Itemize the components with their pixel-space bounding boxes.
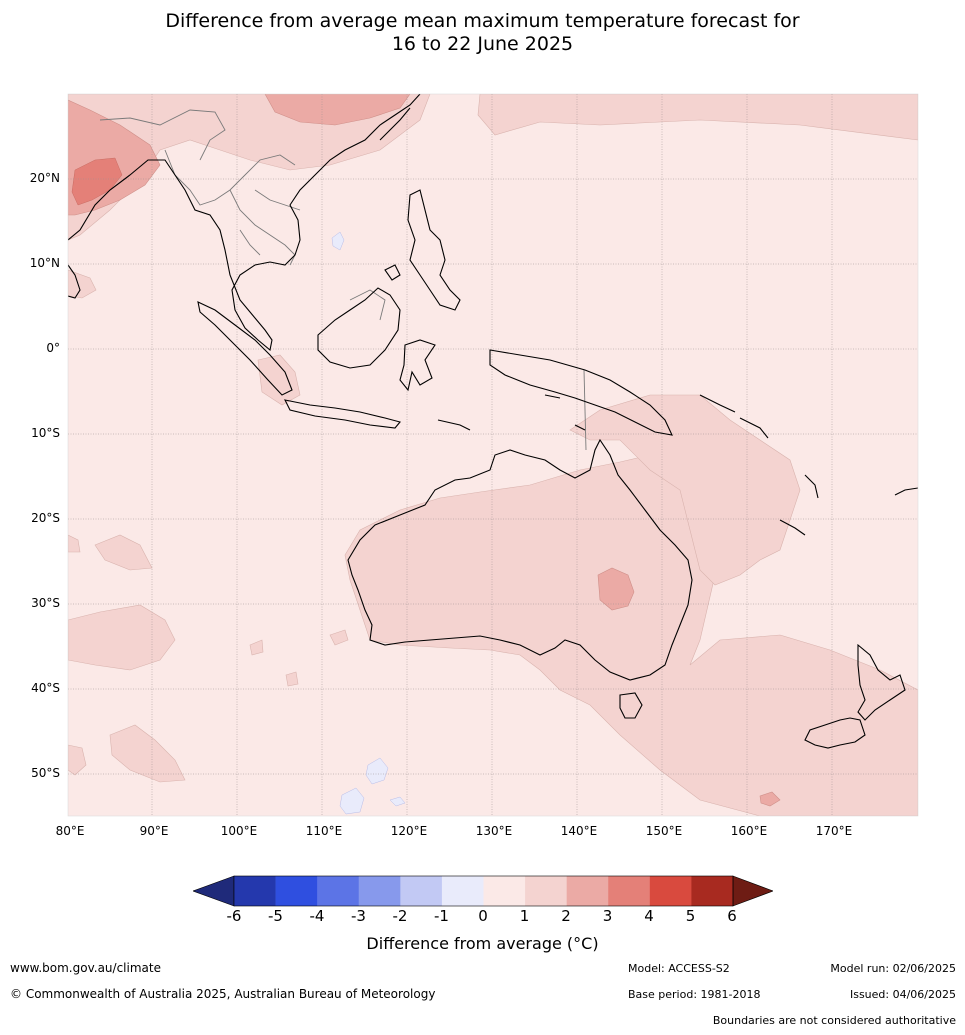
- colorbar: [193, 875, 773, 907]
- title-line-2: 16 to 22 June 2025: [391, 33, 574, 55]
- lon-label-80e: 80°E: [55, 824, 85, 838]
- footer-model-run: Model run: 02/06/2025: [830, 962, 956, 975]
- footer-copyright: © Commonwealth of Australia 2025, Austra…: [10, 987, 436, 1001]
- colorbar-tick-0: 0: [478, 907, 488, 925]
- lat-label-30s: 30°S: [31, 596, 60, 610]
- colorbar-tick-4: 4: [644, 907, 654, 925]
- lon-label-110e: 110°E: [305, 824, 343, 838]
- map-frame: [67, 93, 919, 817]
- colorbar-segment: [483, 876, 526, 906]
- lat-label-10n: 10°N: [29, 256, 60, 270]
- lon-label-150e: 150°E: [645, 824, 683, 838]
- lat-label-20s: 20°S: [31, 511, 60, 525]
- colorbar-segment: [275, 876, 318, 906]
- colorbar-segment: [234, 876, 276, 906]
- lat-label-50s: 50°S: [31, 766, 60, 780]
- country-borders: [99, 109, 587, 451]
- lon-label-100e: 100°E: [220, 824, 258, 838]
- colorbar-tick-m4: -4: [309, 907, 325, 925]
- map-title: Difference from average mean maximum tem…: [0, 10, 965, 56]
- footer-issued: Issued: 04/06/2025: [849, 988, 956, 1001]
- colorbar-segment: [649, 876, 692, 906]
- lon-label-140e: 140°E: [560, 824, 598, 838]
- colorbar-tick-3: 3: [602, 907, 613, 925]
- colorbar-tick-1: 1: [519, 907, 530, 925]
- lon-label-160e: 160°E: [730, 824, 768, 838]
- colorbar-tick-6: 6: [727, 907, 737, 925]
- colorbar-segment: [358, 876, 401, 906]
- colorbar-segment: [525, 876, 567, 906]
- colorbar-extend-low: [193, 875, 235, 907]
- footer-base-period: Base period: 1981-2018: [628, 988, 761, 1001]
- lat-label-10s: 10°S: [31, 426, 60, 440]
- colorbar-tick-2: 2: [561, 907, 571, 925]
- colorbar-tick-m6: -6: [226, 907, 242, 925]
- lon-label-90e: 90°E: [139, 824, 169, 838]
- colorbar-tick-m2: -2: [392, 907, 408, 925]
- lon-label-120e: 120°E: [390, 824, 428, 838]
- colorbar-tick-m3: -3: [351, 907, 366, 925]
- colorbar-segment: [400, 876, 443, 906]
- colorbar-segment: [691, 876, 734, 906]
- colorbar-segment: [566, 876, 609, 906]
- lat-label-40s: 40°S: [31, 681, 60, 695]
- colorbar-tick-5: 5: [685, 907, 696, 925]
- lat-label-0: 0°: [46, 341, 60, 355]
- lat-label-20n: 20°N: [29, 171, 60, 185]
- colorbar-tick-m5: -5: [268, 907, 283, 925]
- colorbar-segment: [317, 876, 360, 906]
- colorbar-segment: [608, 876, 651, 906]
- title-line-1: Difference from average mean maximum tem…: [165, 10, 800, 32]
- colorbar-tick-m1: -1: [434, 907, 449, 925]
- footer-model: Model: ACCESS-S2: [628, 962, 730, 975]
- colorbar-segment: [441, 876, 484, 906]
- coastlines: [68, 94, 918, 749]
- footer-website: www.bom.gov.au/climate: [10, 961, 161, 975]
- lon-label-170e: 170°E: [815, 824, 853, 838]
- anomaly-negative-regions: [331, 231, 406, 815]
- colorbar-extend-high: [732, 875, 773, 907]
- colorbar-label: Difference from average (°C): [366, 934, 599, 953]
- footer-disclaimer: Boundaries are not considered authoritat…: [712, 1014, 956, 1027]
- graticule: [68, 94, 918, 816]
- anomaly-1-2-regions: [68, 94, 918, 816]
- colorbar-outline: [233, 875, 734, 907]
- lon-label-130e: 130°E: [475, 824, 513, 838]
